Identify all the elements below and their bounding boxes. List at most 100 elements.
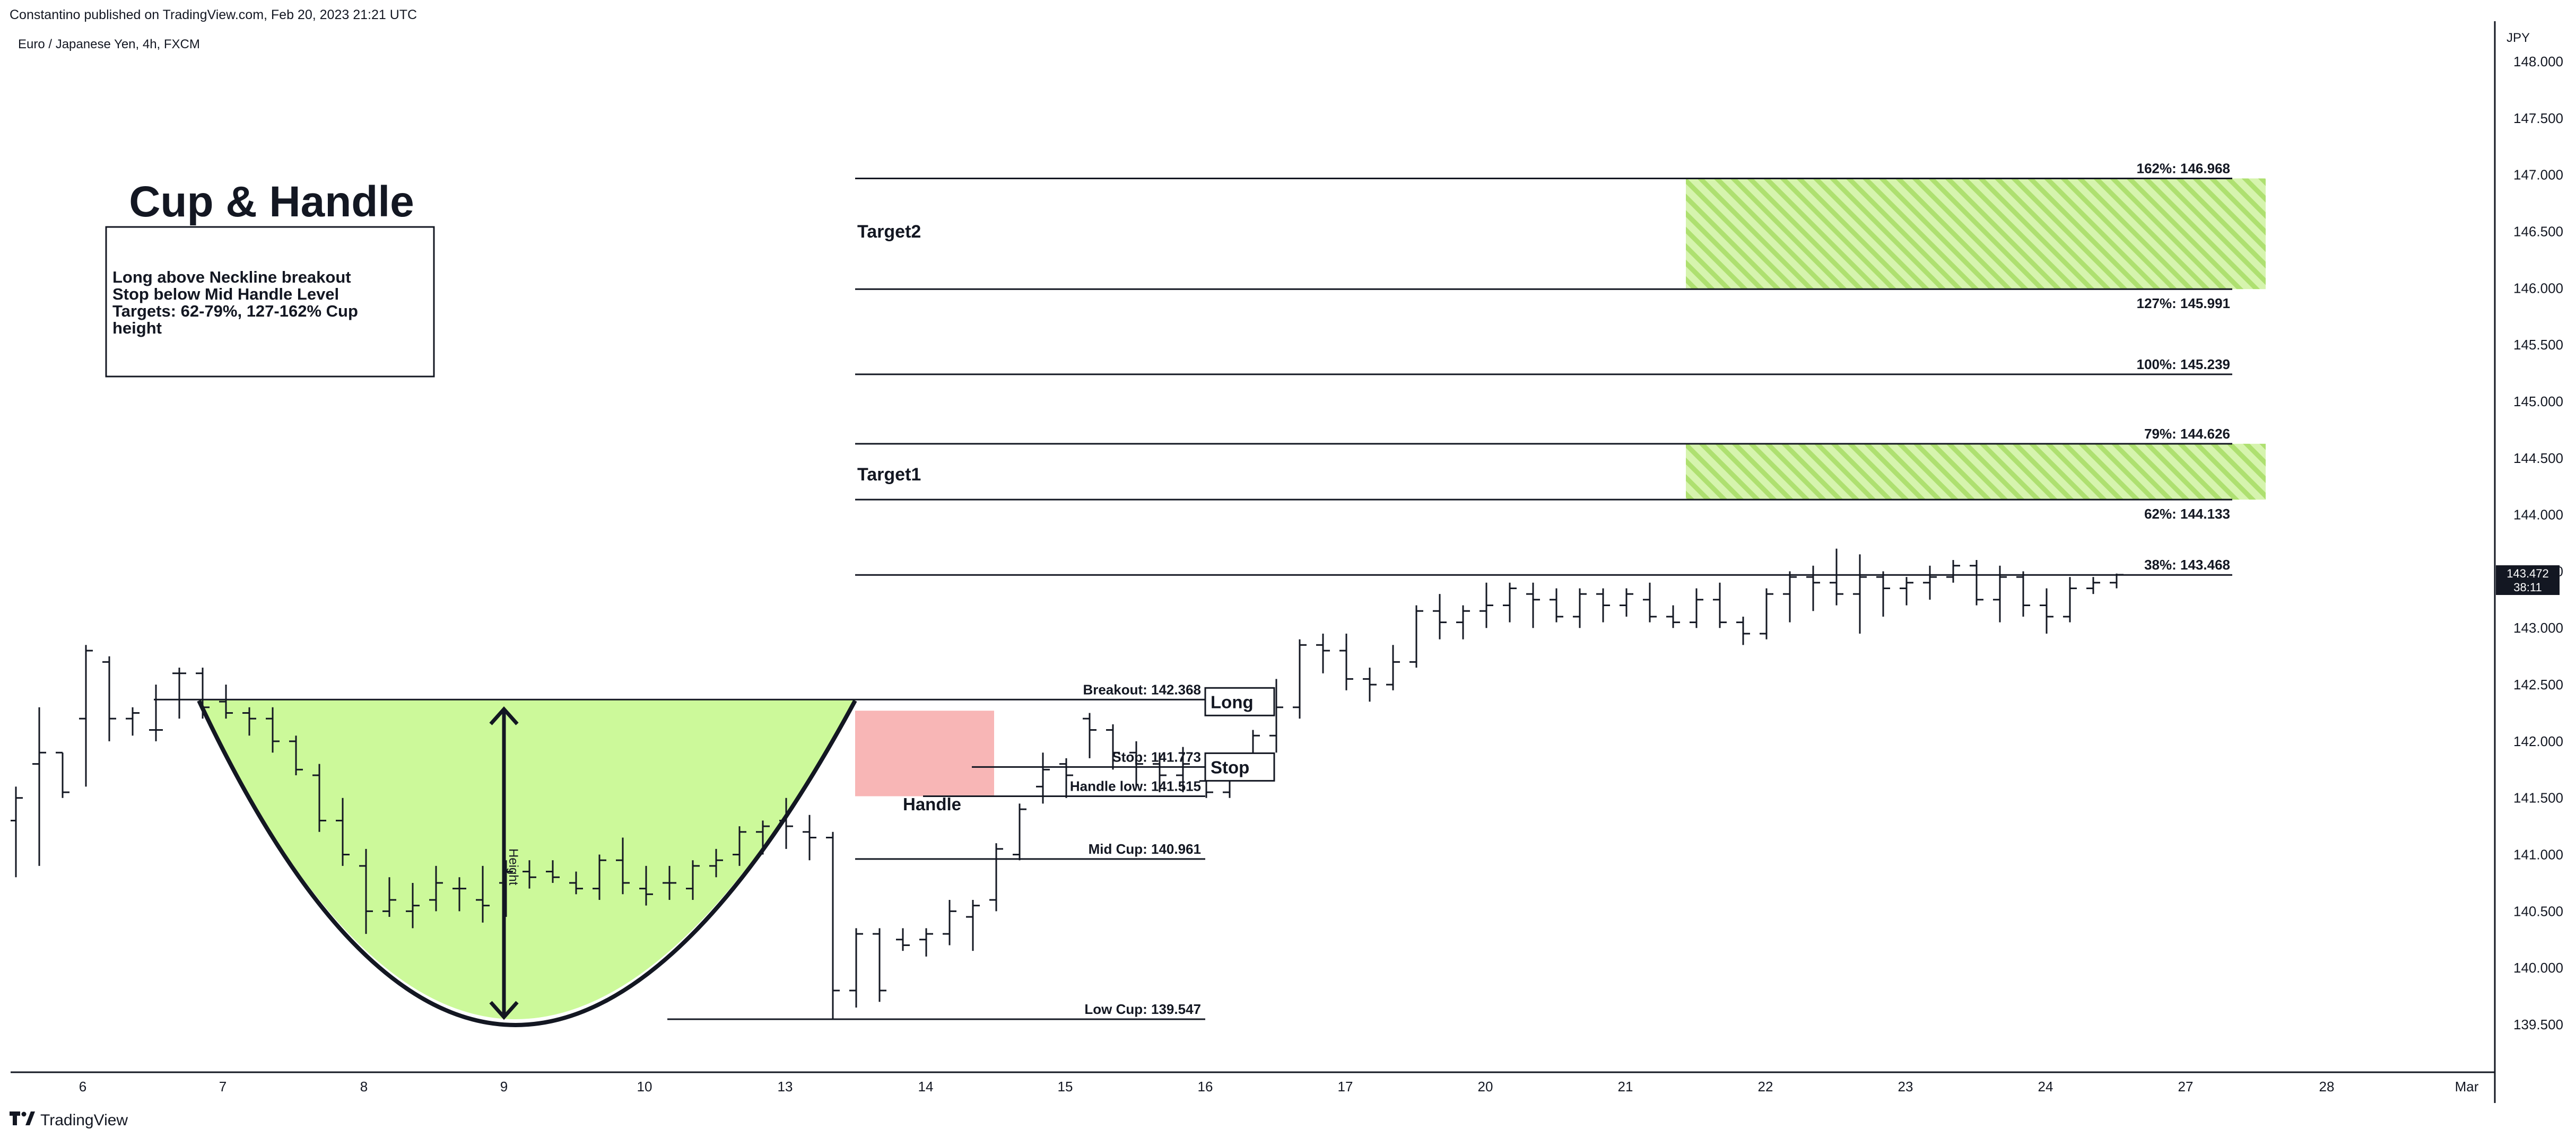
time-tick-label: 7 [219, 1079, 227, 1095]
price-axis: 148.000 147.500 147.000 146.500 146.000 145.5… [2513, 54, 2563, 1032]
fib-level-label: 62%: 144.133 [2144, 506, 2230, 522]
ohlc-bar [1993, 565, 2007, 623]
ohlc-bar [1713, 582, 1727, 628]
price-tick-label: 146.500 [2513, 223, 2563, 239]
ohlc-bar [1176, 747, 1190, 793]
ohlc-bar [1339, 633, 1353, 690]
ohlc-bar [919, 928, 933, 957]
ohlc-bar [149, 685, 163, 741]
note-box [105, 226, 435, 378]
ohlc-bar [1409, 605, 1423, 668]
ohlc-bar [523, 860, 536, 889]
fib-level-label: 38%: 143.468 [2144, 557, 2230, 573]
ohlc-bar [1503, 582, 1517, 623]
ohlc-bar [1316, 633, 1330, 673]
target2-label: Target2 [857, 222, 921, 242]
level-label: Stop: 141.773 [1112, 749, 1201, 765]
ohlc-bar [686, 860, 700, 900]
ohlc-bar [1900, 577, 1913, 606]
ohlc-bar [196, 668, 210, 719]
height-label: Height [506, 848, 520, 886]
ohlc-bar [826, 831, 840, 1019]
time-tick-label: 23 [1898, 1079, 1913, 1095]
ohlc-bar [1526, 582, 1540, 628]
ohlc-bar [1293, 639, 1307, 719]
ohlc-bar [873, 928, 886, 1002]
price-tick-label: 147.000 [2513, 167, 2563, 183]
ohlc-bar [1013, 803, 1026, 861]
ohlc-bar [1550, 588, 1563, 623]
ohlc-bar [172, 668, 186, 719]
price-tick-label: 144.500 [2513, 450, 2563, 466]
ohlc-bar [1806, 565, 1820, 611]
ohlc-bar [2110, 573, 2124, 589]
ohlc-bar [943, 899, 956, 946]
level-label: Handle low: 141.515 [1070, 778, 1201, 794]
ohlc-bar [1106, 724, 1120, 770]
time-tick-label: 28 [2319, 1079, 2335, 1095]
time-tick-label: 20 [1478, 1079, 1493, 1095]
handle-box [855, 711, 994, 796]
ohlc-bar [1480, 582, 1493, 628]
price-tick-label: 141.000 [2513, 847, 2563, 863]
bar-countdown: 38:11 [2513, 581, 2542, 594]
price-tick-label: 142.000 [2513, 733, 2563, 749]
price-tick-label: 145.500 [2513, 337, 2563, 353]
ohlc-bar [359, 848, 373, 934]
ohlc-bar [1269, 679, 1283, 753]
ohlc-bar [1923, 565, 1937, 600]
ohlc-bar [32, 707, 46, 866]
handle-label: Handle [903, 794, 961, 814]
ohlc-bar [779, 798, 793, 849]
cup-curve [197, 699, 857, 1027]
ohlc-bar [476, 865, 490, 923]
ohlc-bar [1760, 588, 1773, 640]
tradingview-logo-icon [10, 1111, 35, 1130]
ohlc-bar [1946, 560, 1960, 583]
price-tick-label: 140.000 [2513, 960, 2563, 976]
time-tick-label: 13 [778, 1079, 793, 1095]
ohlc-bar [569, 871, 583, 895]
ohlc-bar [546, 860, 560, 883]
ohlc-bar [1386, 645, 1400, 690]
last-price: 143.472 [2507, 567, 2549, 580]
level-label: Mid Cup: 140.961 [1089, 841, 1201, 857]
level-label: Breakout: 142.368 [1083, 681, 1201, 697]
ohlc-bar [616, 837, 630, 895]
time-tick-label: Mar [2455, 1079, 2479, 1095]
time-tick-label: 8 [360, 1079, 368, 1095]
footer-brand[interactable]: TradingView [10, 1111, 128, 1130]
price-tick-label: 144.000 [2513, 507, 2563, 523]
cup-fill [199, 699, 855, 1019]
ohlc-bar [1059, 758, 1073, 798]
note-line: Stop below Mid Handle Level [112, 285, 339, 303]
ohlc-bar [499, 860, 513, 917]
ohlc-bar [382, 877, 396, 917]
ohlc-bar [2063, 577, 2077, 623]
note-line: Targets: 62-79%, 127-162% Cup [112, 302, 358, 320]
target-zone-target1 [1686, 443, 2266, 500]
ohlc-bar [849, 928, 863, 1008]
ohlc-bar [289, 736, 303, 775]
ohlc-bar [1363, 668, 1377, 702]
stop-label: Stop [1211, 757, 1249, 777]
ohlc-bar [452, 877, 466, 912]
price-tick-label: 146.000 [2513, 280, 2563, 296]
ohlc-bar [1129, 741, 1143, 787]
long-label: Long [1211, 692, 1254, 712]
ohlc-bar [803, 815, 816, 861]
ohlc-bar [1620, 588, 1633, 617]
ohlc-bar [896, 928, 910, 951]
ohlc-bar [2086, 577, 2100, 594]
height-arrow-head-up [489, 706, 519, 725]
time-tick-label: 24 [2038, 1079, 2053, 1095]
stop-box [1204, 752, 1275, 782]
price-tick-label: 141.500 [2513, 790, 2563, 806]
symbol-legend[interactable]: Euro / Japanese Yen, 4h, FXCM [18, 37, 200, 51]
ohlc-bar [593, 854, 606, 900]
ohlc-bar [2016, 571, 2030, 617]
currency-label: JPY [2507, 31, 2530, 45]
time-tick-label: 21 [1618, 1079, 1633, 1095]
ohlc-bar [709, 848, 723, 878]
